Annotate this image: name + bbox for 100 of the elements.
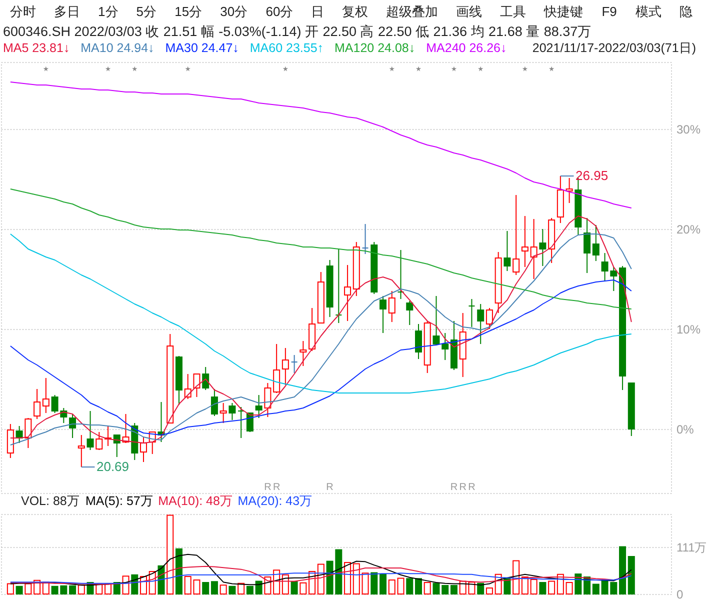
text: MA(10): 48万 [158,494,233,508]
bar [300,582,307,594]
text: MA60 23.55↑ [250,41,324,55]
bar [442,584,449,594]
text: 快捷键 [543,4,584,19]
bar [362,572,369,594]
candlestick [210,388,218,416]
text: MA240 26.26↓ [426,41,507,55]
bar [317,564,324,594]
y-tick-label: 0% [676,422,694,436]
bar [78,584,85,594]
annotation: 26.95 [576,168,608,183]
chart-title: 600346.SH 2022/03/03 收 21.51 幅 -5.03%(-1.14) 开 22.50 高 22.50 低 21.36 均 21.68 量 88.37万 [3,24,592,39]
bar [290,581,298,594]
text: F9 [602,4,617,19]
bar [432,582,440,594]
text: R [450,482,458,493]
candlestick [220,402,227,424]
candlestick [42,378,50,414]
bar [255,580,262,594]
text: 多日 [54,4,80,19]
bar [69,585,76,594]
bar [238,582,245,594]
candlestick [388,290,396,322]
text: MA120 24.08↓ [334,41,416,55]
candlestick [406,300,414,326]
text: MA30 24.47↓ [165,41,239,55]
bar [548,580,556,594]
bar [521,576,528,594]
y-tick-label: 10% [676,322,701,336]
candlestick [86,410,94,450]
candlestick [442,332,449,360]
text: 日 [311,4,324,19]
bar [424,582,431,594]
candlestick [335,248,342,324]
candlestick [6,424,14,458]
text: R [264,482,272,493]
bar [352,563,360,594]
bar [574,574,582,594]
candlestick [273,344,280,394]
bar [406,578,414,594]
candlestick [566,178,573,204]
bar [628,556,635,594]
candlestick [290,354,298,374]
chart-title: VOL: 88万 [21,494,80,508]
bar [592,584,600,594]
text: 5分 [136,4,157,19]
line-series [10,234,632,394]
candlestick [592,224,600,262]
bar [370,572,378,594]
bar [477,582,484,594]
bar [166,514,174,594]
candlestick [264,382,272,418]
bar [397,578,404,594]
bar [16,586,23,594]
text: R [459,482,466,493]
bar [619,546,626,594]
text: 1分 [98,4,118,19]
candlestick [521,216,528,268]
bar [388,579,396,594]
y-tick-label: 111万 [676,540,707,554]
text: 超级叠加 [386,4,438,19]
candlestick [539,228,546,266]
text: MA(5): 57万 [86,494,154,508]
candlestick [96,432,103,450]
annotation: 20.69 [96,459,130,474]
text: R [326,482,334,493]
y-tick-label: 20% [676,222,701,236]
bar [539,582,546,594]
text: 复权 [342,4,368,19]
candlestick [362,224,369,254]
candlestick [415,324,422,360]
text: 60分 [266,4,294,19]
bar [6,583,14,594]
candlestick [504,230,511,272]
bar [486,588,493,594]
text: 模式 [635,4,662,19]
bar [344,562,352,594]
candlestick [34,388,41,420]
line-series [10,572,632,584]
bar [175,548,182,594]
line-series [10,188,632,310]
text: MA10 24.94↓ [80,41,154,55]
y-tick-label: 0 [676,588,684,602]
candlestick [78,434,85,468]
bar [380,574,387,594]
bar [228,586,236,594]
text: 工具 [500,4,526,19]
text: 分时 [10,4,36,19]
candlestick [468,298,476,328]
text: R [468,482,476,493]
candlestick [300,340,307,366]
candlestick [344,264,352,322]
bar [512,560,520,594]
candlestick [140,436,147,462]
bar [24,583,32,594]
candlestick [397,250,404,300]
candlestick [282,348,289,386]
bar [202,582,210,594]
candlestick [24,418,32,448]
